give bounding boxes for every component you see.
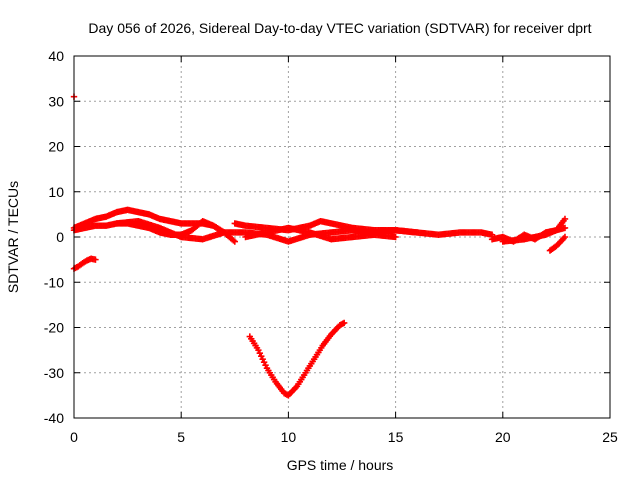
x-tick-label: 5 (177, 429, 185, 445)
x-tick-label: 10 (281, 429, 297, 445)
y-tick-label: -10 (44, 274, 64, 290)
series-late-rise (499, 215, 569, 245)
y-tick-label: -40 (44, 410, 64, 426)
axis-ticks: -40 -30 -20 -10 0 10 20 30 40 0 5 10 15 20 25 (44, 48, 618, 445)
series-mid-arc-c (242, 224, 399, 243)
x-tick-label: 15 (388, 429, 404, 445)
data-points (70, 93, 569, 399)
y-tick-label: 40 (48, 48, 64, 64)
data-point (561, 215, 569, 223)
data-point (561, 233, 569, 241)
y-axis-label: SDTVAR / TECUs (5, 181, 21, 293)
x-axis-label: GPS time / hours (287, 457, 394, 473)
y-tick-label: 30 (48, 93, 64, 109)
x-tick-label: 0 (70, 429, 78, 445)
y-tick-label: 10 (48, 184, 64, 200)
y-tick-label: 0 (56, 229, 64, 245)
x-tick-label: 20 (495, 429, 511, 445)
x-tick-label: 25 (602, 429, 618, 445)
data-point (561, 224, 569, 232)
data-point (231, 238, 238, 245)
series-late-descend (546, 233, 569, 254)
y-tick-label: -30 (44, 365, 64, 381)
y-tick-label: 20 (48, 139, 64, 155)
data-point (92, 256, 99, 263)
chart-title: Day 056 of 2026, Sidereal Day-to-day VTE… (88, 20, 591, 36)
data-point (392, 233, 399, 241)
series-long-flat (349, 227, 496, 238)
y-tick-label: -20 (44, 320, 64, 336)
data-point (340, 319, 348, 327)
series-v-dip (246, 319, 348, 399)
series-early-negative-arc (70, 255, 99, 272)
